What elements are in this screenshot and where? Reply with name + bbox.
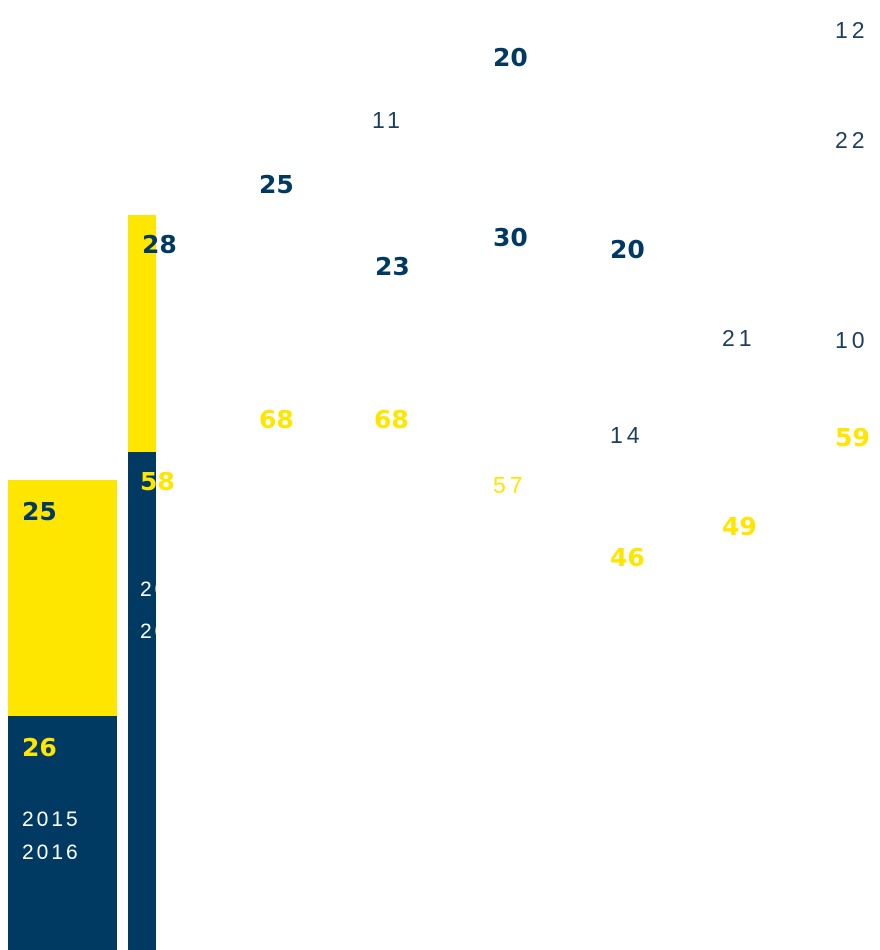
label: 14 (610, 422, 644, 448)
year: 2015 (22, 808, 81, 831)
label: 22 (835, 127, 869, 153)
bottom-value: 26 (22, 733, 57, 762)
label: 25 (259, 170, 294, 199)
bar-bottom: 2015 2016 (128, 452, 156, 950)
bar-bottom (8, 716, 117, 950)
year: 2016 (22, 841, 81, 864)
label: 23 (375, 252, 410, 281)
label: 49 (722, 512, 757, 541)
label: 68 (259, 405, 294, 434)
label: 68 (374, 405, 409, 434)
label: 20 (610, 235, 645, 264)
label: 20 (493, 43, 528, 72)
label: 10 (835, 327, 869, 353)
label: 21 (722, 325, 756, 351)
label: 57 (493, 472, 527, 498)
top-value: 25 (22, 497, 57, 526)
label: 59 (835, 423, 870, 452)
label: 12 (835, 17, 869, 43)
label: 11 (372, 107, 404, 133)
year: 2016 (140, 620, 156, 643)
top-value: 28 (142, 230, 177, 259)
label: 46 (610, 543, 645, 572)
bar-top (8, 480, 117, 716)
label: 30 (493, 223, 528, 252)
bar-top (128, 215, 156, 452)
year: 2015 (140, 578, 156, 601)
bottom-value: 58 (140, 467, 175, 496)
